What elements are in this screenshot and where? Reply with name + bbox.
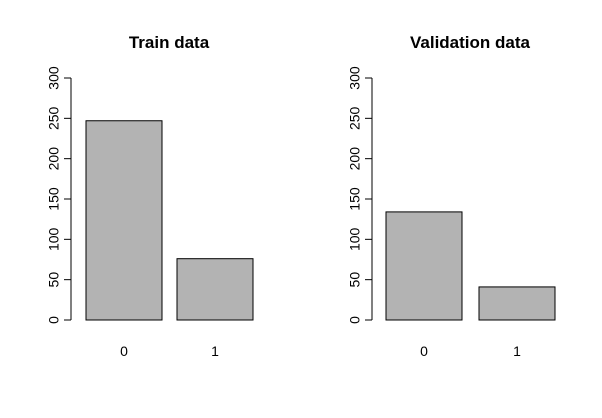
y-tick-label: 50	[46, 272, 62, 288]
train-data-panel: Train data 0 50 100 150 200 250 300 0 1	[46, 33, 254, 359]
y-tick-label: 0	[46, 316, 62, 324]
y-tick-label: 250	[347, 106, 363, 130]
x-category-label: 0	[420, 343, 428, 359]
y-tick-label: 250	[46, 106, 62, 130]
x-category-label: 0	[120, 343, 128, 359]
y-axis: 0 50 100 150 200 250 300	[46, 66, 72, 324]
y-tick-label: 150	[347, 187, 363, 211]
bar-0	[385, 211, 463, 321]
y-tick-label: 0	[347, 316, 363, 324]
y-tick-label: 200	[46, 147, 62, 171]
y-tick-label: 100	[347, 227, 363, 251]
chart-title: Validation data	[410, 33, 531, 52]
y-tick-label: 100	[46, 227, 62, 251]
bar-1	[478, 286, 556, 321]
validation-data-panel: Validation data 0 50 100 150 200 250 300 0 1	[347, 33, 556, 359]
y-axis: 0 50 100 150 200 250 300	[347, 66, 373, 324]
x-category-label: 1	[513, 343, 521, 359]
y-tick-label: 200	[347, 147, 363, 171]
y-tick-label: 50	[347, 272, 363, 288]
x-category-label: 1	[211, 343, 219, 359]
chart-title: Train data	[129, 33, 210, 52]
bar-1	[176, 258, 254, 321]
y-tick-label: 300	[347, 66, 363, 90]
y-tick-label: 150	[46, 187, 62, 211]
y-tick-label: 300	[46, 66, 62, 90]
bar-0	[85, 120, 163, 321]
